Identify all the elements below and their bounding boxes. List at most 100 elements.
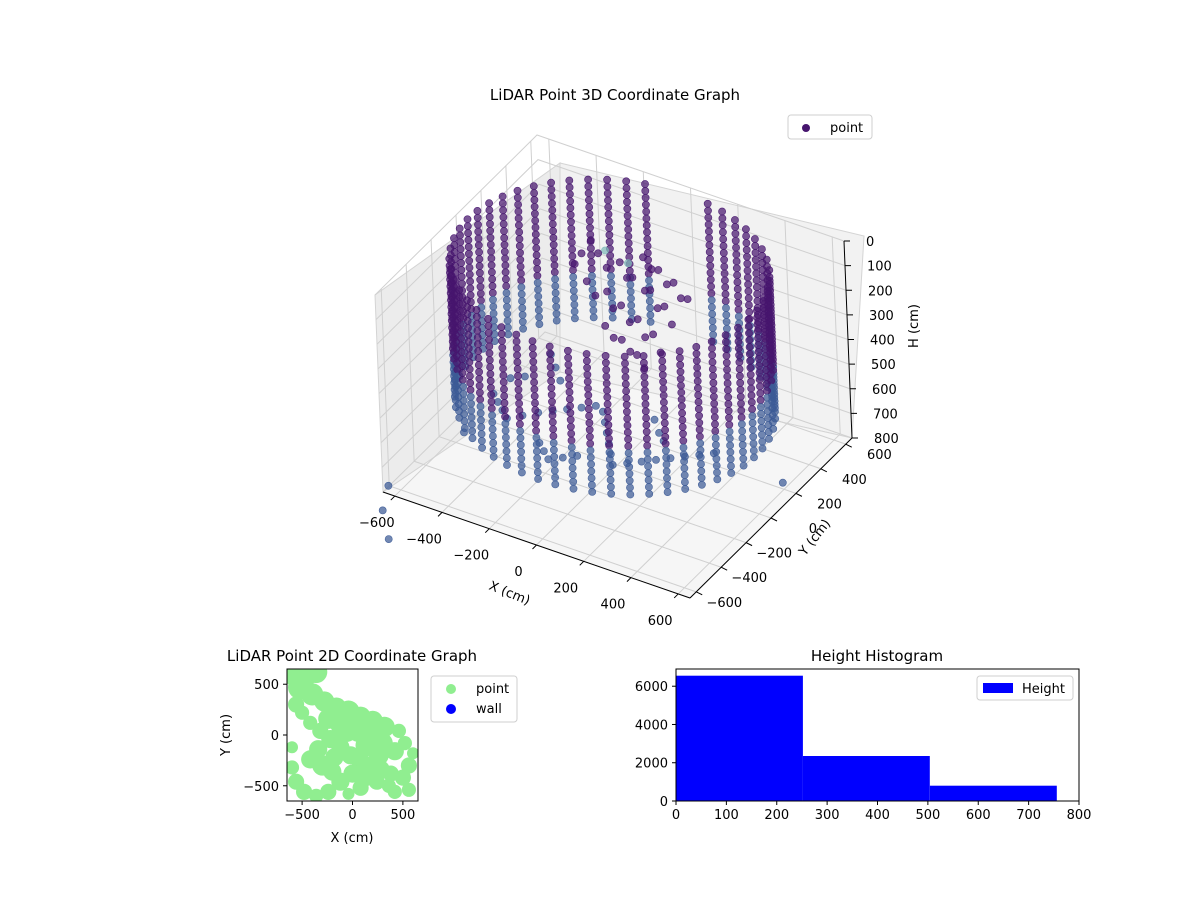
point-3d <box>577 403 586 412</box>
point-3d <box>736 385 745 394</box>
point-3d <box>625 456 633 464</box>
point-3d <box>548 411 557 420</box>
point-3d <box>661 439 670 448</box>
point-3d <box>485 356 494 365</box>
point-3d <box>659 384 668 393</box>
point-3d <box>602 263 611 272</box>
point-3d <box>468 434 477 443</box>
point-3d <box>466 385 475 394</box>
point-3d <box>550 452 559 461</box>
point-3d <box>749 439 758 448</box>
point-3d <box>487 390 496 399</box>
point-3d <box>624 259 632 268</box>
point-3d <box>724 393 733 402</box>
y-tick <box>696 591 703 596</box>
point-3d <box>624 225 633 234</box>
point-3d <box>498 336 506 345</box>
point-3d <box>514 200 522 209</box>
point-3d <box>486 376 495 385</box>
point-3d <box>679 436 688 445</box>
point-3d <box>498 343 507 352</box>
point-3d <box>676 360 685 369</box>
point-3d <box>584 398 593 407</box>
point-3d <box>661 432 670 441</box>
point-3d <box>532 433 541 442</box>
point-3d <box>500 392 509 400</box>
point-3d <box>464 229 472 237</box>
legend-wall-label: wall <box>476 702 502 717</box>
point-3d <box>455 293 464 301</box>
point-3d <box>626 280 635 289</box>
point-3d <box>587 244 595 253</box>
point-3d <box>623 414 632 423</box>
z-tick-label: 700 <box>873 407 898 422</box>
point-3d <box>757 416 766 425</box>
point-3d <box>723 372 732 381</box>
point-3d <box>744 287 753 296</box>
point-3d <box>678 402 686 411</box>
point-3d <box>711 420 719 429</box>
point-3d <box>739 461 748 470</box>
point-3d <box>456 320 465 329</box>
point-3d <box>516 427 525 435</box>
y-tick-label: 6000 <box>635 680 668 695</box>
point-3d <box>592 401 600 410</box>
point-3d <box>663 481 672 490</box>
point-3d <box>663 474 671 483</box>
point-3d <box>734 323 742 332</box>
point-3d <box>570 293 578 302</box>
point-3d <box>549 227 557 235</box>
point-3d <box>550 247 558 256</box>
point-2d <box>342 787 355 800</box>
point-3d <box>624 239 633 248</box>
point-3d <box>589 299 597 308</box>
point-3d <box>757 410 765 418</box>
point-3d <box>603 175 611 184</box>
x-tick-label: 400 <box>601 598 626 613</box>
point-3d <box>477 430 486 438</box>
point-3d <box>489 445 498 454</box>
point-3d <box>532 426 540 435</box>
point-3d <box>498 199 507 208</box>
point-3d <box>516 255 525 264</box>
point-3d <box>534 285 542 294</box>
x-tick-label: 0 <box>514 565 522 580</box>
point-3d <box>719 242 728 250</box>
point-3d <box>734 305 743 314</box>
point-3d <box>488 275 497 283</box>
point-3d <box>640 379 649 388</box>
point-3d <box>565 395 574 403</box>
point-3d <box>713 468 721 477</box>
point-3d <box>718 207 726 216</box>
point-3d <box>692 342 701 351</box>
point-3d <box>705 234 713 243</box>
point-3d <box>723 379 732 388</box>
point-3d <box>627 294 635 303</box>
point-3d <box>602 365 611 374</box>
point-3d <box>589 306 598 315</box>
point-3d <box>745 343 754 351</box>
point-3d <box>755 368 764 377</box>
point-3d <box>475 367 483 376</box>
point-3d <box>678 416 687 424</box>
point-3d <box>627 308 636 317</box>
point-3d <box>707 337 716 346</box>
point-3d <box>745 336 754 345</box>
point-3d <box>708 310 717 318</box>
point-3d <box>662 453 671 462</box>
point-3d <box>569 273 578 281</box>
point-3d <box>501 275 510 284</box>
point-3d <box>683 295 692 303</box>
point-3d <box>467 413 476 422</box>
point-3d <box>747 384 756 393</box>
chart-3d-xlabel: X (cm) <box>487 579 532 609</box>
point-3d <box>745 308 754 316</box>
point-2d <box>397 736 412 751</box>
point-3d <box>530 371 538 380</box>
point-3d <box>569 470 577 479</box>
point-3d <box>704 206 712 215</box>
point-3d <box>570 260 579 268</box>
point-3d <box>503 316 512 325</box>
point-3d <box>583 356 591 365</box>
point-3d <box>502 440 511 449</box>
